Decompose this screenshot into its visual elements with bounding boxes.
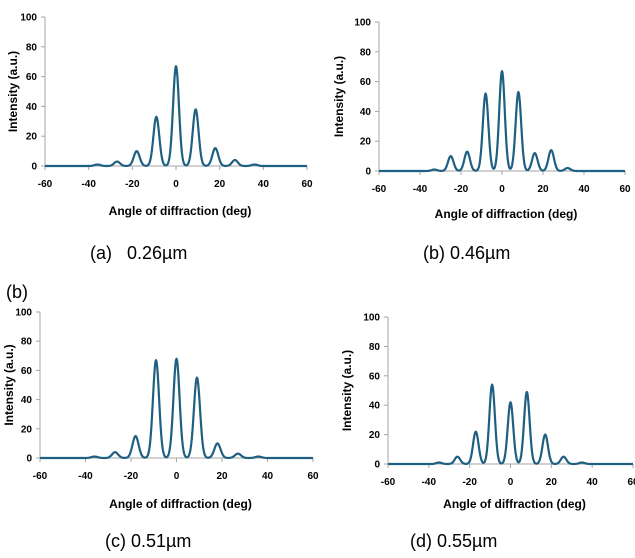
x-axis-title: Angle of diffraction (deg) bbox=[109, 497, 252, 511]
y-axis-title: Intensity (a.u.) bbox=[332, 56, 346, 137]
caption-c: (c) 0.51µm bbox=[105, 531, 192, 551]
caption-a: (a) 0.26µm bbox=[90, 243, 188, 263]
x-tick-label: 60 bbox=[301, 179, 313, 190]
x-axis-title: Angle of diffraction (deg) bbox=[443, 497, 586, 511]
y-tick-label: 100 bbox=[20, 13, 37, 24]
chart-b: 0 20 40 60 80 100 -60 -40 -20 0 20 40 60 Angle of dif… bbox=[325, 8, 635, 230]
x-tick-label: 0 bbox=[508, 477, 514, 488]
x-tick-label: 40 bbox=[587, 477, 599, 488]
x-tick-label: 40 bbox=[262, 471, 274, 482]
x-tick-label: 40 bbox=[578, 184, 590, 195]
y-tick-label: 40 bbox=[21, 395, 33, 406]
x-tick-label: -20 bbox=[462, 477, 477, 488]
y-tick-label: 60 bbox=[26, 72, 38, 83]
x-tick-label: 60 bbox=[627, 477, 635, 488]
chart-a: 0 20 40 60 80 100 -60 -40 -20 0 20 40 60 Angle of dif… bbox=[0, 0, 320, 225]
x-tick-label: -60 bbox=[38, 179, 53, 190]
x-tick-label: -40 bbox=[81, 179, 96, 190]
stray-label: (b) bbox=[6, 282, 28, 302]
caption-b: (b) 0.46µm bbox=[423, 243, 511, 263]
y-tick-label: 60 bbox=[360, 77, 372, 88]
y-tick-label: 0 bbox=[31, 162, 37, 173]
y-axis-title: Intensity (a.u.) bbox=[2, 344, 16, 425]
y-tick-label: 80 bbox=[360, 47, 372, 58]
y-tick-label: 60 bbox=[21, 366, 33, 377]
x-tick-label: 20 bbox=[216, 471, 228, 482]
y-tick-label: 100 bbox=[15, 308, 32, 319]
chart-c-svg: 0 20 40 60 80 100 -60 -40 -20 0 20 40 60 Angle of dif… bbox=[2, 308, 319, 512]
chart-d-svg: 0 20 40 60 80 100 -60 -40 -20 0 20 40 60 Angle of dif… bbox=[340, 313, 635, 512]
x-axis-title: Angle of diffraction (deg) bbox=[109, 204, 252, 218]
chart-b-series-line bbox=[378, 70, 626, 173]
x-tick-label: 60 bbox=[307, 471, 319, 482]
chart-d: 0 20 40 60 80 100 -60 -40 -20 0 20 40 60 Angle of dif… bbox=[330, 305, 635, 518]
x-tick-label: -60 bbox=[33, 471, 48, 482]
x-tick-label: -40 bbox=[422, 477, 437, 488]
y-tick-label: 20 bbox=[26, 132, 38, 143]
chart-d-series-line bbox=[387, 383, 634, 466]
y-tick-label: 20 bbox=[360, 137, 372, 148]
x-tick-label: -20 bbox=[125, 179, 140, 190]
x-tick-label: 60 bbox=[619, 184, 631, 195]
y-tick-label: 60 bbox=[369, 371, 381, 382]
x-tick-label: 0 bbox=[174, 471, 180, 482]
x-tick-label: 20 bbox=[537, 184, 549, 195]
y-tick-label: 100 bbox=[363, 313, 380, 324]
y-tick-label: 40 bbox=[369, 401, 381, 412]
chart-b-svg: 0 20 40 60 80 100 -60 -40 -20 0 20 40 60 Angle of dif… bbox=[332, 18, 631, 222]
x-tick-label: -60 bbox=[372, 184, 387, 195]
x-tick-label: 40 bbox=[258, 179, 270, 190]
x-tick-label: -20 bbox=[124, 471, 139, 482]
y-tick-label: 100 bbox=[354, 18, 371, 29]
x-tick-label: -20 bbox=[454, 184, 469, 195]
x-tick-label: 20 bbox=[546, 477, 558, 488]
y-tick-label: 0 bbox=[365, 167, 371, 178]
chart-a-svg: 0 20 40 60 80 100 -60 -40 -20 0 20 40 60 Angle of dif… bbox=[6, 13, 313, 219]
x-tick-label: -40 bbox=[413, 184, 428, 195]
x-tick-label: -60 bbox=[381, 477, 396, 488]
y-tick-label: 0 bbox=[374, 460, 380, 471]
y-tick-label: 80 bbox=[369, 342, 381, 353]
x-tick-label: 0 bbox=[499, 184, 505, 195]
y-tick-label: 40 bbox=[360, 107, 372, 118]
x-tick-label: -40 bbox=[78, 471, 93, 482]
y-tick-label: 20 bbox=[369, 430, 381, 441]
y-tick-label: 40 bbox=[26, 102, 38, 113]
y-axis-title: Intensity (a.u.) bbox=[340, 350, 354, 431]
caption-d: (d) 0.55µm bbox=[410, 531, 498, 551]
y-tick-label: 80 bbox=[26, 42, 38, 53]
y-axis-title: Intensity (a.u.) bbox=[6, 51, 20, 132]
chart-c-series-line bbox=[39, 357, 314, 460]
x-axis-title: Angle of diffraction (deg) bbox=[435, 207, 578, 221]
y-tick-label: 0 bbox=[26, 454, 32, 465]
y-tick-label: 80 bbox=[21, 337, 33, 348]
y-tick-label: 20 bbox=[21, 424, 33, 435]
chart-a-series-line bbox=[44, 65, 308, 168]
chart-c: 0 20 40 60 80 100 -60 -40 -20 0 20 40 60 Angle of dif… bbox=[0, 300, 325, 518]
x-tick-label: 0 bbox=[173, 179, 179, 190]
x-tick-label: 20 bbox=[214, 179, 226, 190]
